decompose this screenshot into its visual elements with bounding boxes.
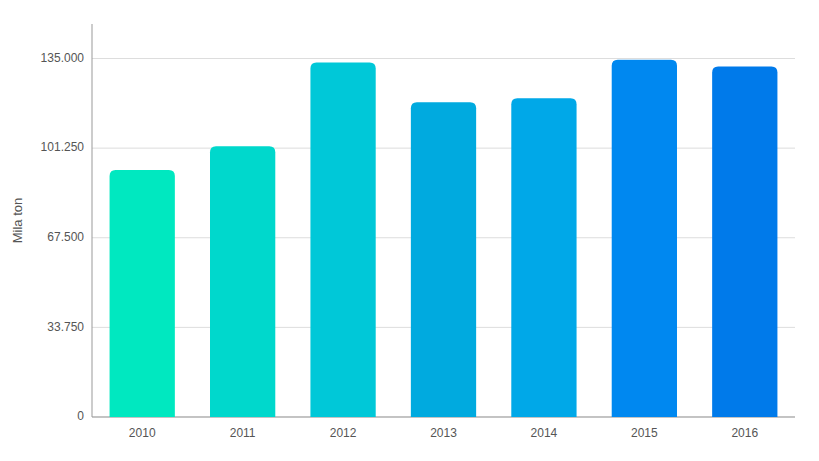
y-tick-label: 0 (77, 409, 84, 423)
grid (92, 59, 795, 417)
grid-line (92, 58, 795, 59)
x-tick-label: 2013 (430, 426, 457, 440)
y-tick-label: 101.250 (41, 140, 85, 154)
chart-svg: 033.75067.500101.250135.0002010201120122… (0, 0, 819, 461)
bar (511, 98, 576, 417)
x-tick-label: 2010 (129, 426, 156, 440)
y-tick-label: 33.750 (47, 320, 84, 334)
x-tick-label: 2012 (330, 426, 357, 440)
x-tick-label: 2014 (531, 426, 558, 440)
bar (612, 60, 677, 417)
bar (310, 63, 375, 417)
x-tick-label: 2016 (731, 426, 758, 440)
x-ticks: 2010 2011 2012 2013 2014 2015 2016 (129, 426, 759, 440)
y-tick-label: 67.500 (47, 230, 84, 244)
y-axis-line (92, 24, 93, 417)
bars (110, 60, 778, 417)
chart-container: 033.75067.500101.250135.0002010201120122… (0, 0, 819, 461)
bar (712, 66, 777, 417)
y-tick-label: 135.000 (41, 51, 85, 65)
y-ticks: 0 33.750 67.500 101.250 135.000 (41, 51, 85, 423)
x-tick-label: 2011 (230, 426, 256, 440)
y-axis-label: Mila ton (10, 198, 25, 244)
bar (110, 170, 175, 417)
bar (210, 146, 275, 417)
x-tick-label: 2015 (631, 426, 658, 440)
bar (411, 102, 476, 417)
